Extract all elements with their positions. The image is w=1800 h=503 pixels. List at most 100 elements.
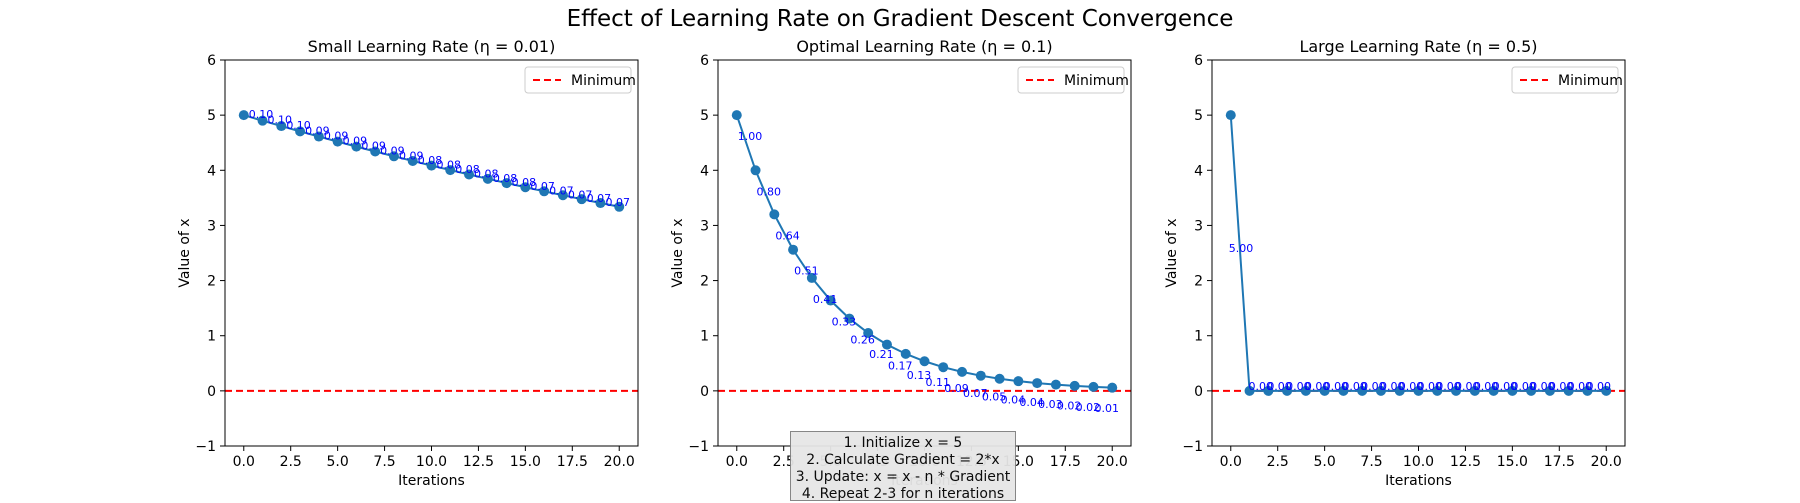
algorithm-step-1: 1. Initialize x = 5	[843, 435, 963, 451]
step-annotation: 0.04	[1001, 394, 1025, 407]
legend-label: Minimum	[1558, 73, 1623, 89]
data-point	[426, 160, 437, 171]
data-point	[750, 165, 761, 176]
data-point	[520, 182, 531, 193]
data-point	[576, 194, 587, 205]
data-point	[1263, 385, 1274, 396]
data-point	[614, 201, 625, 212]
data-point	[501, 178, 512, 189]
y-tick-label: 0	[207, 384, 216, 400]
data-point	[731, 110, 742, 121]
data-point	[1107, 382, 1118, 393]
data-point	[994, 373, 1005, 384]
data-point	[806, 272, 817, 283]
step-annotation: 0.00	[1511, 380, 1536, 393]
chart-title: Optimal Learning Rate (η = 0.1)	[796, 37, 1052, 56]
step-annotation: 0.07	[530, 180, 555, 193]
y-tick-label: 1	[1194, 329, 1203, 345]
data-point	[1013, 376, 1024, 387]
data-point	[957, 366, 968, 377]
step-annotation: 0.00	[1342, 380, 1367, 393]
step-annotation: 0.07	[963, 387, 988, 400]
data-point	[1469, 385, 1480, 396]
step-annotation: 0.10	[249, 108, 273, 121]
x-tick-label: 7.5	[373, 454, 395, 470]
step-annotation: 0.00	[1399, 380, 1424, 393]
x-tick-label: 17.5	[1544, 454, 1575, 470]
step-annotation: 0.08	[493, 172, 518, 185]
chart-title: Large Learning Rate (η = 0.5)	[1299, 37, 1537, 56]
step-annotation: 0.33	[832, 316, 857, 329]
algorithm-step-3: 3. Update: x = x - η * Gradient	[795, 469, 1011, 485]
y-tick-label: 2	[207, 274, 216, 290]
y-tick-label: 4	[1194, 163, 1203, 179]
data-point	[1338, 385, 1349, 396]
y-tick-label: 4	[207, 163, 216, 179]
x-tick-label: 2.5	[1267, 454, 1289, 470]
chart-panel-3: Large Learning Rate (η = 0.5) −1 0 1 2 3 4 5 6 0.…	[1164, 37, 1626, 489]
legend: Minimum	[1511, 66, 1623, 94]
data-point	[407, 155, 418, 166]
data-point	[1050, 379, 1061, 390]
x-axis-label: Iterations	[398, 473, 465, 489]
y-tick-label: −1	[688, 439, 709, 455]
data-point	[1432, 385, 1443, 396]
data-point	[919, 356, 930, 367]
data-point	[313, 131, 324, 142]
data-point	[388, 151, 399, 162]
step-annotation: 0.26	[850, 334, 875, 347]
y-axis-label: Value of x	[1164, 218, 1180, 287]
y-tick-label: −1	[195, 439, 216, 455]
step-annotation: 0.00	[1568, 380, 1593, 393]
data-point	[482, 173, 493, 184]
data-point	[825, 295, 836, 306]
step-annotation: 0.07	[568, 188, 593, 201]
data-point	[295, 126, 306, 137]
legend-frame	[1017, 66, 1125, 94]
data-point	[1563, 385, 1574, 396]
data-point	[1582, 385, 1593, 396]
step-annotation: 0.09	[380, 144, 405, 157]
x-tick-label: 15.0	[1497, 454, 1528, 470]
data-point	[557, 190, 568, 201]
step-annotation: 0.00	[1436, 380, 1461, 393]
step-annotation: 0.05	[982, 391, 1007, 404]
data-point	[769, 209, 780, 220]
step-annotation: 0.41	[813, 293, 838, 306]
data-point	[370, 146, 381, 157]
data-point	[1225, 110, 1236, 121]
data-point	[863, 328, 874, 339]
step-annotation: 0.08	[474, 167, 499, 180]
algorithm-step-2: 2. Calculate Gradient = 2*x	[806, 452, 1000, 468]
step-annotation: 0.00	[1549, 380, 1574, 393]
data-point	[1413, 385, 1424, 396]
step-annotation: 0.21	[869, 348, 894, 361]
data-point	[788, 244, 799, 255]
series-line	[1229, 115, 1607, 392]
y-tick-label: 5	[700, 108, 709, 124]
step-annotation: 0.10	[268, 114, 293, 127]
data-point	[464, 169, 475, 180]
step-annotation: 0.13	[907, 369, 932, 382]
x-tick-label: 15.0	[510, 454, 541, 470]
y-tick-label: 6	[1194, 53, 1203, 69]
x-tick-label: 10.0	[1403, 454, 1434, 470]
step-annotation: 0.09	[343, 135, 368, 148]
axes-frame	[224, 59, 639, 447]
x-tick-label: 0.0	[1220, 454, 1242, 470]
legend-frame	[1511, 66, 1619, 94]
step-annotation: 0.02	[1076, 401, 1101, 414]
step-annotation: 0.00	[1474, 380, 1499, 393]
step-annotation: 0.00	[1380, 380, 1405, 393]
y-tick-label: 3	[207, 218, 216, 234]
data-point	[1244, 385, 1255, 396]
data-point	[900, 348, 911, 359]
figure-title: Effect of Learning Rate on Gradient Desc…	[566, 6, 1234, 32]
step-annotation: 0.09	[944, 382, 969, 395]
y-tick-label: 1	[700, 329, 709, 345]
data-point	[276, 121, 287, 132]
step-annotation: 0.11	[926, 376, 951, 389]
legend: Minimum	[524, 66, 636, 94]
data-point	[257, 115, 268, 126]
